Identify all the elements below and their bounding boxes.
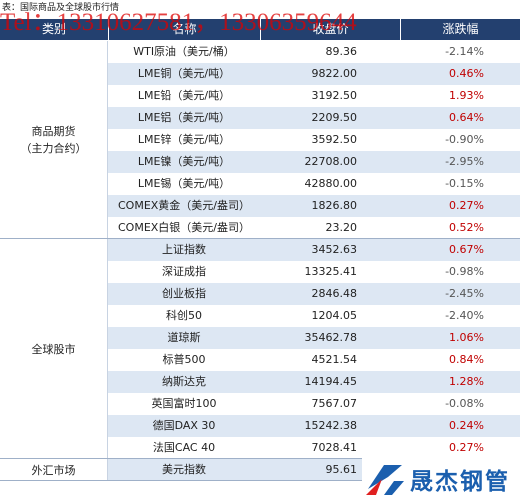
category-line: 全球股市 [31, 342, 76, 356]
price-cell: 1826.80 [311, 199, 358, 212]
price-cell: 2209.50 [311, 111, 358, 124]
row-bg [108, 415, 520, 437]
price-cell: 95.61 [325, 463, 358, 476]
price-cell: 35462.78 [304, 331, 358, 344]
name-cell: LME镍（美元/吨） [137, 155, 231, 168]
price-cell: 23.20 [325, 221, 358, 234]
name-cell: LME锡（美元/吨） [137, 177, 231, 190]
price-cell: 3592.50 [311, 133, 358, 146]
watermark: Tel：13310627581，13306359644 [0, 9, 357, 36]
row-bg [108, 107, 520, 129]
change-cell: 0.64% [449, 111, 484, 124]
row-bg [108, 63, 520, 85]
name-cell: 德国DAX 30 [152, 419, 216, 432]
category-line: 外汇市场 [31, 463, 76, 477]
price-cell: 7567.07 [311, 397, 358, 410]
name-cell: COMEX白银（美元/盎司） [117, 221, 251, 234]
name-cell: 创业板指 [162, 287, 206, 300]
name-cell: COMEX黄金（美元/盎司） [117, 199, 251, 212]
row-bg [108, 195, 520, 217]
price-cell: 89.36 [325, 45, 358, 58]
header-cell: 涨跌幅 [400, 19, 520, 40]
change-cell: 0.46% [449, 67, 484, 80]
change-cell: 0.27% [449, 199, 484, 212]
logo-icon [366, 465, 404, 495]
name-cell: LME铜（美元/吨） [137, 67, 231, 80]
name-cell: 上证指数 [162, 243, 206, 256]
category-line: 商品期货 [31, 125, 76, 138]
change-cell: 0.52% [449, 221, 484, 234]
price-cell: 14194.45 [304, 375, 358, 388]
logo-text: 晟杰钢管 [410, 469, 510, 495]
price-cell: 3452.63 [311, 243, 358, 256]
name-cell: 道琼斯 [167, 331, 201, 344]
caption: 表：国际商品及全球股市行情 [2, 3, 120, 13]
name-cell: LME铅（美元/吨） [137, 89, 231, 102]
name-cell: 法国CAC 40 [152, 441, 216, 454]
change-cell: -2.14% [445, 45, 484, 58]
price-cell: 22708.00 [304, 155, 358, 168]
name-cell: 深证成指 [162, 265, 206, 278]
category-cell: 商品期货 （主力合约） [0, 41, 108, 239]
header-cell: 类别 [0, 19, 108, 40]
name-cell: LME铝（美元/吨） [137, 111, 231, 124]
group-separator [0, 238, 520, 239]
row-bg [108, 283, 520, 305]
name-cell: 美元指数 [162, 463, 206, 476]
row-bg [108, 239, 520, 261]
change-cell: 0.67% [449, 243, 484, 256]
change-cell: -2.40% [445, 309, 484, 322]
change-cell: 1.93% [449, 89, 484, 102]
name-cell: 英国富时100 [151, 397, 217, 410]
price-cell: 3192.50 [311, 89, 358, 102]
price-cell: 4521.54 [311, 353, 358, 366]
change-cell: 1.06% [449, 331, 484, 344]
group-separator [0, 480, 520, 481]
change-cell: -2.45% [445, 287, 484, 300]
change-cell: 0.84% [449, 353, 484, 366]
name-cell: WTI原油（美元/桶） [133, 45, 235, 58]
category-cell: 全球股市 [0, 239, 108, 459]
change-cell: 0.27% [449, 441, 484, 454]
price-cell: 1204.05 [311, 309, 358, 322]
name-cell: 标普500 [162, 353, 206, 366]
category-cell: 外汇市场 [0, 459, 108, 481]
price-cell: 42880.00 [304, 177, 358, 190]
logo: 晟杰钢管 [362, 456, 520, 502]
header-cell: 收盘价 [260, 19, 400, 40]
price-cell: 9822.00 [311, 67, 358, 80]
change-cell: 1.28% [449, 375, 484, 388]
change-cell: -0.98% [445, 265, 484, 278]
row-bg [108, 327, 520, 349]
change-cell: -0.08% [445, 397, 484, 410]
change-cell: 0.24% [449, 419, 484, 432]
category-line: （主力合约） [20, 142, 87, 155]
name-cell: 科创50 [166, 309, 202, 322]
change-cell: -0.15% [445, 177, 484, 190]
row-bg [108, 371, 520, 393]
group-separator [0, 458, 520, 459]
row-bg [108, 151, 520, 173]
price-cell: 13325.41 [304, 265, 358, 278]
price-cell: 15242.38 [304, 419, 358, 432]
price-cell: 7028.41 [311, 441, 358, 454]
change-cell: -2.95% [445, 155, 484, 168]
header-cell: 名称 [108, 19, 260, 40]
change-cell: -0.90% [445, 133, 484, 146]
name-cell: LME锌（美元/吨） [137, 133, 231, 146]
price-cell: 2846.48 [311, 287, 358, 300]
name-cell: 纳斯达克 [162, 375, 206, 388]
